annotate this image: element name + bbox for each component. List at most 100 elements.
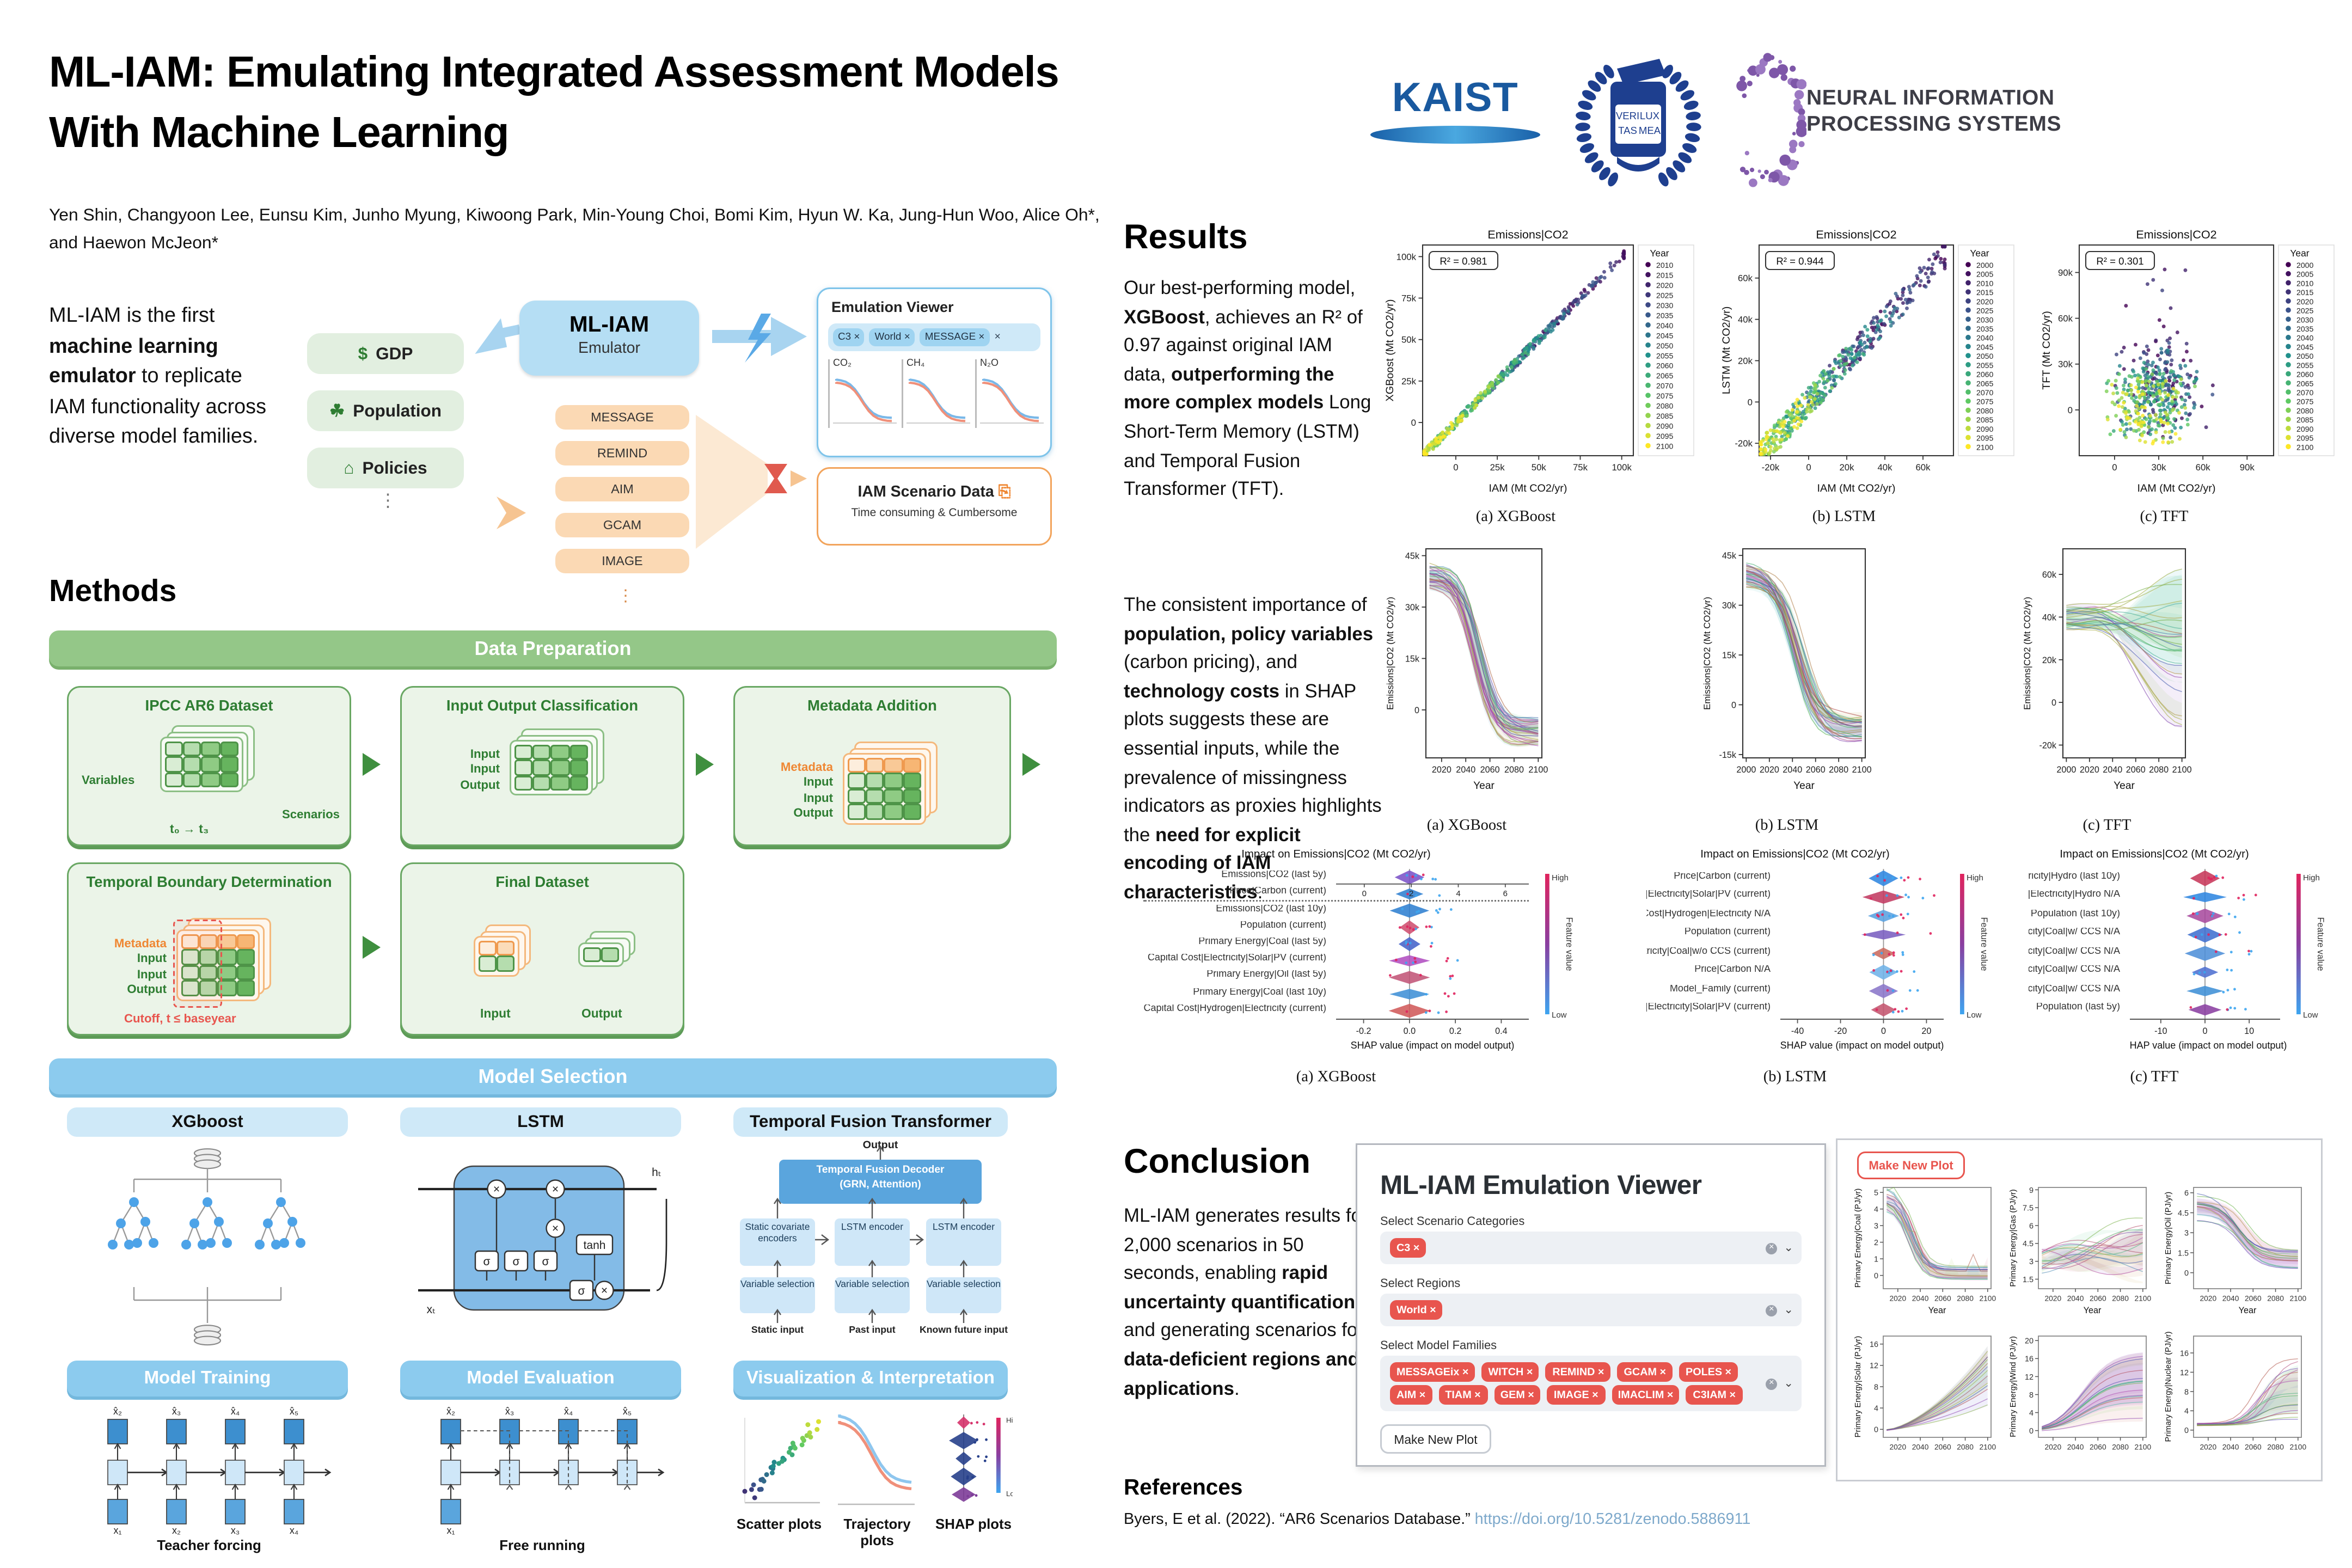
svg-text:x₄: x₄ — [290, 1525, 298, 1535]
svg-text:2025: 2025 — [1976, 307, 1994, 315]
svg-text:-10: -10 — [2154, 1026, 2167, 1036]
citation-link[interactable]: https://doi.org/10.5281/zenodo.5886911 — [1474, 1511, 1751, 1529]
svg-text:2040: 2040 — [1912, 1443, 1929, 1451]
viewer-mini-chip[interactable]: MESSAGE × — [920, 328, 990, 346]
svg-text:0: 0 — [2112, 462, 2117, 473]
svg-text:75k: 75k — [1573, 462, 1588, 473]
svg-text:2030: 2030 — [2296, 315, 2314, 324]
gas-label: CO₂ — [833, 359, 852, 369]
svg-text:Emissions|CO2: Emissions|CO2 — [1487, 228, 1568, 241]
iam-box-subtitle: Time consuming & Cumbersome — [851, 508, 1018, 519]
svg-text:x₁: x₁ — [446, 1525, 455, 1535]
shap-feature-text: Capital Cost|Electricity|Hydro N/A — [2029, 890, 2120, 901]
svg-text:2040: 2040 — [1656, 321, 1674, 330]
filter-chip[interactable]: POLES × — [1679, 1362, 1738, 1382]
card-label-variables: Variables — [82, 773, 135, 787]
viewer-mini-overflow-close[interactable]: × — [994, 332, 1001, 343]
svg-text:100k: 100k — [1396, 252, 1417, 262]
filter-chip[interactable]: TIAM × — [1438, 1385, 1487, 1405]
card-row-label: Input — [803, 775, 833, 790]
chevron-down-icon[interactable]: ⌄ — [1784, 1243, 1793, 1254]
viewer-mini-chip[interactable]: World × — [869, 328, 915, 346]
svg-text:2100: 2100 — [1528, 765, 1548, 775]
filter-chip[interactable]: IMACLIM × — [1611, 1385, 1680, 1405]
svg-text:Feature value: Feature value — [2316, 917, 2325, 971]
input-chip-label: Policies — [362, 458, 427, 478]
shap-feature-label: Capital Cost|Hydrogen|Electricity (curre… — [1143, 1004, 1333, 1018]
svg-text:2035: 2035 — [2296, 324, 2314, 333]
svg-text:x̂₂: x̂₂ — [446, 1406, 455, 1417]
energy-plot: 0 4 8 12 16 2020 2040 2060 2080 2100 Primary Energ… — [2161, 1328, 2314, 1475]
filter-chip[interactable]: C3 × — [1390, 1238, 1426, 1258]
select-regions[interactable]: World × × ⌄ — [1380, 1294, 1802, 1326]
svg-text:16: 16 — [2025, 1355, 2033, 1364]
shap-feature-label: Capital Cost|Electricity|Coal|w/ CCS N/A — [2029, 984, 2127, 997]
tft-varsel-box: Variable selection — [835, 1277, 910, 1313]
shap-chart-xgboost: Impact on Emissions|CO2 (Mt CO2/yr) Emiss… — [1143, 849, 1633, 1086]
filter-chip[interactable]: REMIND × — [1546, 1362, 1611, 1382]
make-new-plot-button[interactable]: Make New Plot — [1380, 1424, 1491, 1454]
banner-model-evaluation: Model Evaluation — [400, 1361, 681, 1396]
svg-text:2040: 2040 — [2103, 765, 2122, 775]
shap-title: Impact on Emissions|CO2 (Mt CO2/yr) — [1241, 849, 1431, 861]
clear-all-icon[interactable]: × — [1766, 1242, 1778, 1254]
svg-text:2040: 2040 — [1912, 1295, 1929, 1303]
chevron-down-icon[interactable]: ⌄ — [1784, 1379, 1793, 1390]
svg-text:0: 0 — [1748, 397, 1753, 407]
svg-text:2080: 2080 — [2112, 1295, 2129, 1303]
input-chip-label: Population — [353, 401, 442, 421]
select-scenario-categories[interactable]: C3 × × ⌄ — [1380, 1232, 1802, 1264]
svg-text:Low: Low — [2303, 1010, 2318, 1020]
svg-text:0: 0 — [2051, 698, 2056, 708]
data-cell — [236, 950, 255, 965]
svg-text:x₁: x₁ — [113, 1525, 121, 1535]
svg-text:30k: 30k — [2058, 359, 2073, 370]
viewer-mini-chip[interactable]: C3 × — [833, 328, 865, 346]
shap-feature-text: Primary Energy|Oil (last 5y) — [1206, 971, 1326, 981]
make-new-plot-button-red[interactable]: Make New Plot — [1857, 1152, 1965, 1179]
clear-all-icon[interactable]: × — [1766, 1377, 1778, 1389]
filter-chip[interactable]: MESSAGEix × — [1390, 1362, 1475, 1382]
svg-text:2100: 2100 — [2134, 1295, 2151, 1303]
chevron-down-icon[interactable]: ⌄ — [1784, 1305, 1793, 1316]
svg-text:3: 3 — [2184, 1229, 2189, 1238]
clear-all-icon[interactable]: × — [1766, 1304, 1778, 1316]
citation-text: Byers, E et al. (2022). “AR6 Scenarios D… — [1124, 1511, 1475, 1529]
shap-feature-text: Population (last 5y) — [2036, 1003, 2120, 1013]
filter-chip[interactable]: WITCH × — [1481, 1362, 1540, 1382]
svg-text:tanh: tanh — [584, 1239, 606, 1252]
svg-text:2040: 2040 — [1976, 334, 1994, 342]
kaist-logo: KAIST — [1365, 75, 1545, 144]
svg-text:15k: 15k — [1405, 654, 1420, 664]
filter-chip[interactable]: GCAM × — [1617, 1362, 1673, 1382]
filter-chip[interactable]: IMAGE × — [1547, 1385, 1605, 1405]
select-model-families[interactable]: MESSAGEix × WITCH × REMIND × GCAM × POLES × A… — [1380, 1356, 1802, 1411]
svg-text:2015: 2015 — [1976, 288, 1994, 297]
card-title: Metadata Addition — [807, 697, 937, 714]
svg-text:Year: Year — [1928, 1306, 1946, 1315]
arrow-policies-to-models — [497, 497, 526, 529]
svg-text:2085: 2085 — [1976, 415, 1994, 424]
data-cell — [181, 934, 200, 950]
filter-chip[interactable]: GEM × — [1493, 1385, 1541, 1405]
svg-text:12: 12 — [2180, 1369, 2189, 1377]
svg-text:×: × — [601, 1284, 608, 1297]
filter-chip[interactable]: AIM × — [1390, 1385, 1432, 1405]
chart-caption: (b) LSTM — [1812, 510, 1876, 526]
data-cell — [181, 950, 200, 965]
input-chip-gdp: $ GDP — [307, 333, 464, 374]
data-cell — [181, 965, 200, 981]
people-icon: ☘ — [329, 401, 345, 421]
filter-chip[interactable]: C3IAM × — [1686, 1385, 1743, 1405]
svg-text:2090: 2090 — [2296, 425, 2314, 433]
svg-text:2095: 2095 — [1656, 432, 1674, 440]
svg-text:2040: 2040 — [2067, 1295, 2084, 1303]
svg-text:Emissions|CO2 (Mt CO2/yr): Emissions|CO2 (Mt CO2/yr) — [1385, 597, 1395, 710]
svg-text:2060: 2060 — [2245, 1443, 2262, 1451]
svg-text:2: 2 — [1874, 1239, 1878, 1247]
arrow-card4-card5 — [363, 936, 381, 959]
filter-chip[interactable]: World × — [1390, 1300, 1443, 1320]
shap-feature-text: Emissions|CO2 (last 10y) — [1216, 904, 1326, 914]
iam-model-chip: IMAGE — [555, 549, 689, 573]
shap-feature-label: Price|Carbon N/A — [1646, 966, 1777, 979]
